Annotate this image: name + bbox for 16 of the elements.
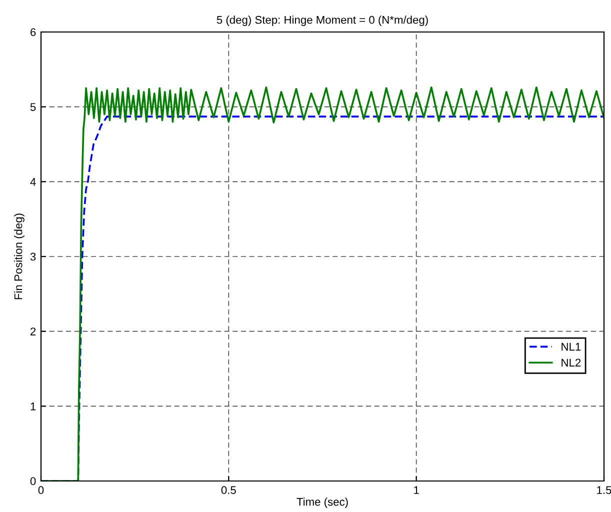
y-tick-label: 5 <box>30 103 36 111</box>
legend-label: NL1 <box>562 342 581 351</box>
y-tick-label: 1 <box>30 402 36 410</box>
y-tick-label: 3 <box>30 252 36 261</box>
x-axis-title: Time (sec) <box>296 498 348 508</box>
y-tick-label: 4 <box>30 178 36 186</box>
legend-label: NL2 <box>562 358 581 366</box>
x-tick-label: 0 <box>38 486 44 494</box>
x-tick-label: 0.5 <box>221 486 236 494</box>
x-tick-label: 1 <box>414 486 419 494</box>
y-tick-label: 0 <box>30 477 36 486</box>
chart-title: 5 (deg) Step: Hinge Moment = 0 (N*m/deg) <box>216 16 428 26</box>
y-tick-label: 2 <box>30 328 36 336</box>
x-tick-label: 1.5 <box>597 486 611 494</box>
y-axis-title: Fin Position (deg) <box>14 214 24 300</box>
y-tick-label: 6 <box>30 28 36 36</box>
